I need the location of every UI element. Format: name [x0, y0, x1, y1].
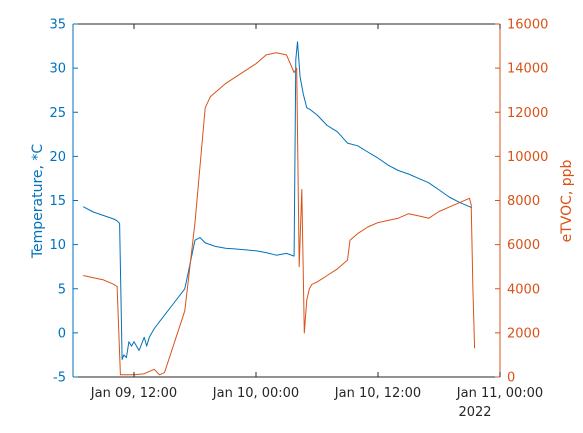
x-tick-label: Jan 09, 12:00 [90, 386, 177, 401]
right-tick-label: 14000 [507, 62, 548, 77]
left-axis-label: Temperature, *C [30, 144, 46, 260]
right-tick-label: 8000 [507, 194, 540, 209]
left-tick-label: 35 [49, 18, 66, 33]
left-tick-label: 0 [58, 326, 66, 341]
right-tick-label: 0 [507, 371, 515, 386]
temperature-series-line [82, 41, 473, 360]
right-tick-label: 2000 [507, 326, 540, 341]
left-tick-label: 10 [49, 238, 66, 253]
left-tick-label: 20 [49, 150, 66, 165]
x-tick-label: Jan 10, 12:00 [334, 386, 421, 401]
left-tick-label: 25 [49, 106, 66, 121]
plot-area [73, 24, 500, 377]
right-tick-label: 16000 [507, 18, 548, 33]
etvoc-series-line [83, 52, 476, 376]
series-layer [82, 41, 476, 376]
right-tick-label: 4000 [507, 282, 540, 297]
left-tick-label: 15 [49, 194, 66, 209]
left-tick-label: 5 [58, 282, 66, 297]
left-tick-label: 30 [49, 62, 66, 77]
right-tick-label: 12000 [507, 106, 548, 121]
right-tick-label: 6000 [507, 238, 540, 253]
left-tick-label: -5 [53, 371, 66, 386]
x-year-label: 2022 [458, 405, 491, 420]
x-tick-label: Jan 11, 00:00 [456, 386, 543, 401]
axes-layer: -5 0 5 10 15 20 25 30 35 0 2000 4000 6000 8000 10000 12… [49, 18, 548, 402]
x-tick-label: Jan 10, 00:00 [212, 386, 299, 401]
right-tick-label: 10000 [507, 150, 548, 165]
right-axis-label: eTVOC, ppb [559, 159, 575, 242]
